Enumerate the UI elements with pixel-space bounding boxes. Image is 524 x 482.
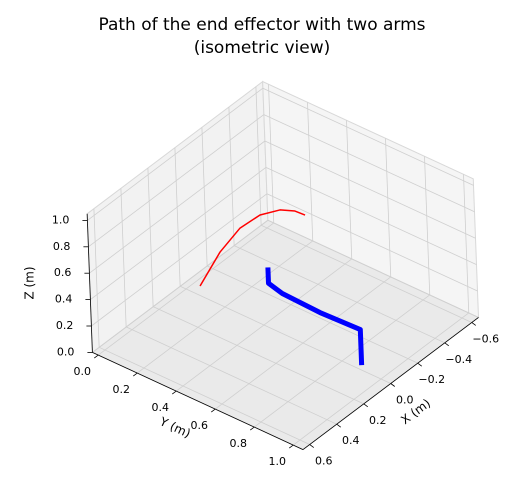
grid-line <box>137 240 313 374</box>
grid-line <box>120 188 127 327</box>
x-tick-label: −0.4 <box>445 353 472 366</box>
x-tick-label: 0.4 <box>342 434 360 447</box>
grid-line <box>262 87 474 186</box>
y-tick-label: 1.0 <box>269 455 287 468</box>
grid-line <box>98 346 310 445</box>
y-tick-mark <box>211 408 216 413</box>
x-tick-mark <box>471 322 476 326</box>
grid-line <box>463 174 470 313</box>
grid-line <box>307 102 314 241</box>
y-tick-label: 0.0 <box>74 365 92 378</box>
x-tick-label: 0.0 <box>396 394 414 407</box>
y-axis-line <box>92 352 304 450</box>
grid-line <box>152 306 364 405</box>
y-tick-label: 0.6 <box>191 419 209 432</box>
grid-line <box>385 138 392 277</box>
x-tick-mark <box>417 362 422 367</box>
grid-line <box>293 312 469 446</box>
z-tick-label: 1.0 <box>52 213 70 226</box>
grid-line <box>265 167 477 265</box>
grid-line <box>87 87 264 221</box>
z-tick-label: 0.2 <box>56 319 74 332</box>
y-tick-mark <box>250 426 255 431</box>
x-tick-mark <box>363 403 368 408</box>
grid-line <box>92 219 269 353</box>
series-line <box>265 267 365 366</box>
grid-line <box>125 326 337 425</box>
x-tick-label: −0.6 <box>472 332 499 345</box>
grid-line <box>266 193 478 292</box>
grid-line <box>260 224 472 323</box>
grid-line <box>88 114 265 248</box>
x-tick-mark <box>309 444 314 448</box>
x-tick-label: 0.6 <box>315 455 333 468</box>
grid-line <box>268 84 275 223</box>
grid-line <box>424 156 431 295</box>
grid-line <box>215 276 391 410</box>
z-tick-label: 0.6 <box>54 266 72 279</box>
grid-line <box>147 168 154 307</box>
y-tick-mark <box>289 444 294 449</box>
grid-line <box>98 222 274 356</box>
x-tick-label: −0.2 <box>418 373 445 386</box>
x-axis-line <box>302 317 479 450</box>
grid-line <box>206 265 418 364</box>
x-tick-mark <box>336 423 341 428</box>
y-tick-label: 0.2 <box>113 383 131 396</box>
x-tick-label: 0.2 <box>369 414 387 427</box>
x-tick-mark <box>390 383 395 387</box>
grid-line <box>176 258 352 392</box>
grid-line <box>228 107 235 246</box>
grid-line <box>255 86 262 226</box>
x-tick-mark <box>444 342 449 347</box>
grid-line <box>233 245 445 344</box>
grid-line <box>90 167 267 300</box>
grid-line <box>264 140 476 239</box>
z-tick-label: 0.0 <box>57 345 75 358</box>
y-tick-mark <box>133 372 138 377</box>
y-tick-label: 0.8 <box>230 437 248 450</box>
grid-line <box>263 114 475 213</box>
chart-subtitle: (isometric view) <box>194 38 331 58</box>
y-axis-label: Y (m) <box>157 414 193 441</box>
grid-line <box>201 127 208 266</box>
grid-line <box>179 285 391 384</box>
z-axis-label: Z (m) <box>23 266 37 299</box>
grid-line <box>89 140 266 274</box>
grid-line <box>254 294 430 428</box>
y-tick-label: 0.4 <box>152 401 170 414</box>
series-line <box>199 209 306 287</box>
y-tick-mark <box>172 390 177 395</box>
chart-title: Path of the end effector with two arms <box>98 15 425 35</box>
z-tick-label: 0.8 <box>53 240 71 253</box>
grid-line <box>174 147 181 287</box>
grid-line <box>91 193 268 327</box>
grid-line <box>267 219 479 318</box>
grid-line <box>93 208 100 348</box>
z-axis-line <box>86 213 93 353</box>
z-tick-label: 0.4 <box>55 293 73 306</box>
grid-line <box>346 120 353 259</box>
y-tick-mark <box>94 354 99 359</box>
